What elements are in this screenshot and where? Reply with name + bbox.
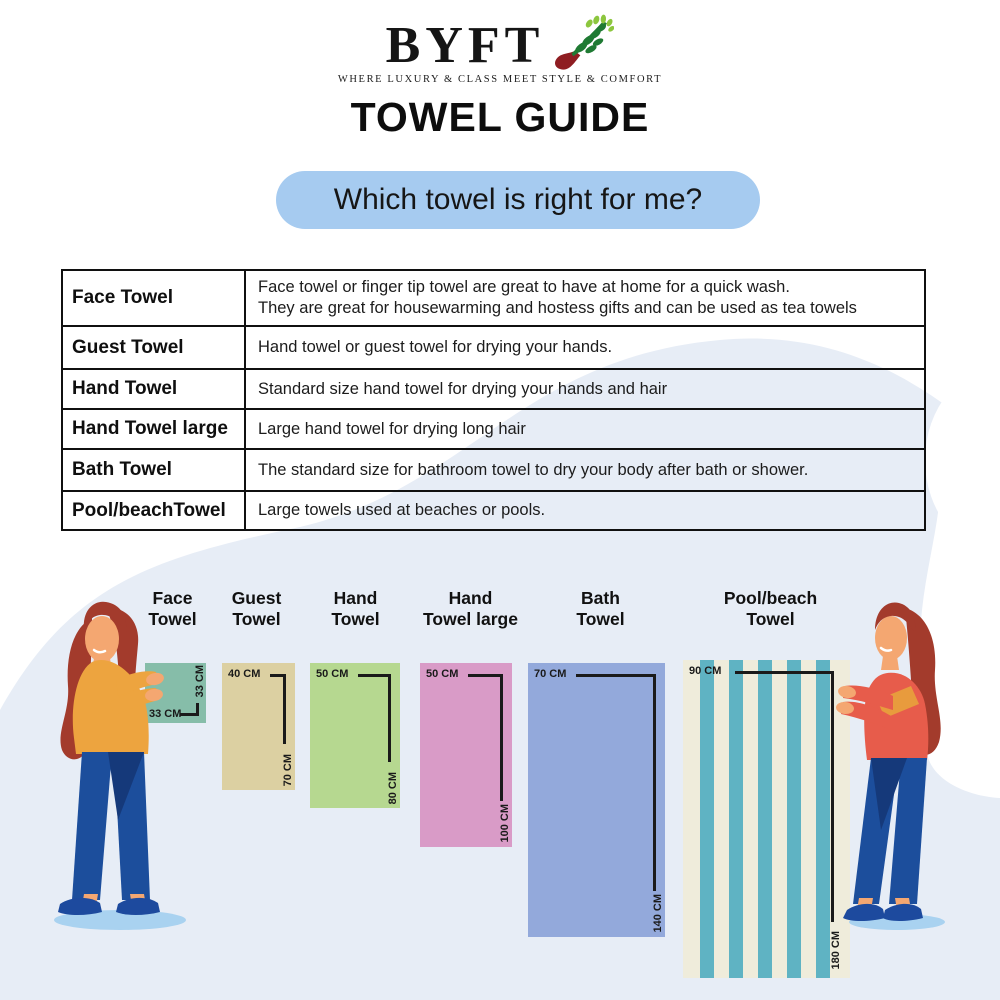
height-dimension-label: 140 CM	[652, 894, 664, 933]
width-dimension-label: 90 CM	[689, 665, 722, 677]
page-title: TOWEL GUIDE	[350, 94, 650, 140]
dimension-line	[283, 674, 286, 744]
towel-stripe	[816, 660, 830, 978]
towel-name-line2: Towel	[232, 609, 281, 629]
towel-name-line1: Bath	[581, 588, 620, 608]
row-description: Large towels used at beaches or pools.	[258, 501, 546, 520]
row-description: Face towel or finger tip towel are great…	[258, 278, 857, 318]
towel-name-face: Face Towel	[130, 588, 215, 630]
towel-name-line2: Towel	[331, 609, 380, 629]
towel-name-line1: Hand	[333, 588, 378, 608]
leaf-branch-icon	[555, 14, 615, 70]
dimension-line	[468, 674, 503, 677]
table-row: Hand Towel large Large hand towel for dr…	[63, 408, 924, 449]
towel-swatch-hand-large: 50 CM 100 CM	[420, 663, 512, 847]
header: BYFT	[0, 14, 1000, 141]
width-dimension-label: 70 CM	[534, 668, 567, 680]
width-dimension-label: 33 CM	[149, 708, 182, 720]
towel-swatch-hand: 50 CM 80 CM	[310, 663, 400, 808]
woman-illustration-left	[54, 601, 186, 930]
width-dimension-label: 50 CM	[426, 668, 459, 680]
height-dimension-label: 70 CM	[282, 753, 294, 786]
brand-logo: BYFT	[0, 14, 1000, 74]
table-row: Guest Towel Hand towel or guest towel fo…	[63, 325, 924, 369]
towel-name-guest: Guest Towel	[214, 588, 299, 630]
towel-name-line2: Towel	[576, 609, 625, 629]
towel-name-line1: Pool/beach	[723, 588, 818, 608]
row-description: The standard size for bathroom towel to …	[258, 460, 809, 479]
height-dimension-label: 100 CM	[499, 804, 511, 843]
towel-name-line1: Hand	[448, 588, 493, 608]
width-dimension-label: 40 CM	[228, 668, 261, 680]
towel-swatch-guest: 40 CM 70 CM	[222, 663, 295, 790]
towel-name-bath: Bath Towel	[548, 588, 653, 630]
dimension-line	[196, 703, 199, 716]
dimension-line	[388, 674, 391, 762]
table-row: Hand Towel Standard size hand towel for …	[63, 368, 924, 409]
towel-swatch-bath: 70 CM 140 CM	[528, 663, 665, 937]
row-label: Pool/beachTowel	[63, 492, 246, 530]
towel-stripe	[700, 660, 714, 978]
table-row: Pool/beachTowel Large towels used at bea…	[63, 490, 924, 530]
row-label: Bath Towel	[63, 450, 246, 491]
towel-name-line2: Towel	[746, 609, 795, 629]
towel-stripe	[787, 660, 801, 978]
towel-name-hand: Hand Towel	[303, 588, 408, 630]
towel-name-line1: Face	[152, 588, 193, 608]
woman-illustration-right	[836, 602, 945, 930]
towel-name-line2: Towel	[148, 609, 197, 629]
question-banner: Which towel is right for me?	[276, 171, 760, 229]
width-dimension-label: 50 CM	[316, 668, 349, 680]
dimension-line	[831, 671, 834, 922]
dimension-line	[653, 674, 656, 891]
table-row: Bath Towel The standard size for bathroo…	[63, 448, 924, 491]
row-label: Hand Towel	[63, 370, 246, 409]
row-description: Large hand towel for drying long hair	[258, 419, 526, 438]
brand-tagline: WHERE LUXURY & CLASS MEET STYLE & COMFOR…	[337, 74, 663, 85]
dimension-line	[735, 671, 834, 674]
towel-name-pool: Pool/beach Towel	[698, 588, 843, 630]
row-label: Face Towel	[63, 271, 246, 326]
towel-name-line1: Guest	[231, 588, 282, 608]
dimension-line	[270, 674, 286, 677]
dimension-line	[180, 713, 199, 716]
towel-stripe	[729, 660, 743, 978]
towel-table: Face Towel Face towel or finger tip towe…	[61, 269, 926, 532]
towel-stripe	[758, 660, 772, 978]
table-row: Face Towel Face towel or finger tip towe…	[63, 271, 924, 326]
dimension-line	[358, 674, 391, 677]
dimension-line	[576, 674, 656, 677]
towel-name-line2: Towel large	[423, 609, 518, 629]
brand-logo-text: BYFT	[385, 17, 545, 74]
row-label: Hand Towel large	[63, 410, 246, 449]
row-label: Guest Towel	[63, 327, 246, 369]
towel-swatch-pool-beach: 90 CM 180 CM	[683, 660, 850, 978]
towel-name-hand-large: Hand Towel large	[398, 588, 543, 630]
row-description: Hand towel or guest towel for drying you…	[258, 338, 613, 357]
row-description: Standard size hand towel for drying your…	[258, 379, 668, 398]
question-banner-text: Which towel is right for me?	[333, 183, 703, 216]
dimension-line	[500, 674, 503, 801]
height-dimension-label: 80 CM	[387, 771, 399, 804]
